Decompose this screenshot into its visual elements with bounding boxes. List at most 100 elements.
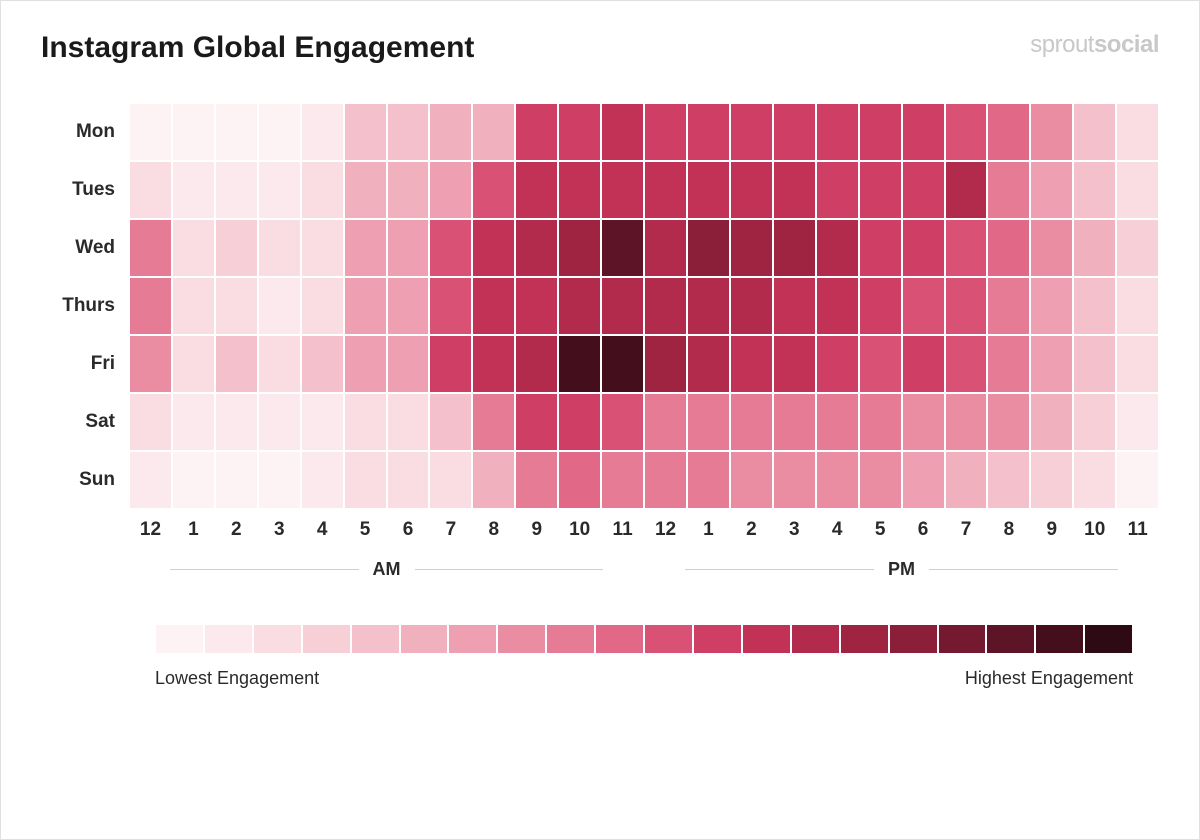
heatmap-cell bbox=[601, 451, 644, 509]
heatmap-cell bbox=[859, 219, 902, 277]
heatmap-cell bbox=[1030, 219, 1073, 277]
y-axis-label: Fri bbox=[41, 335, 129, 393]
heatmap-cell bbox=[344, 451, 387, 509]
x-axis-label: 11 bbox=[1116, 519, 1159, 541]
heatmap-cell bbox=[129, 161, 172, 219]
x-axis-label: 11 bbox=[601, 519, 644, 541]
x-axis-label: 8 bbox=[472, 519, 515, 541]
legend-step bbox=[742, 624, 791, 654]
heatmap-cell bbox=[515, 451, 558, 509]
heatmap-cell bbox=[215, 103, 258, 161]
heatmap-row bbox=[129, 103, 1159, 161]
y-axis-label: Sat bbox=[41, 393, 129, 451]
heatmap-cell bbox=[558, 335, 601, 393]
legend-step bbox=[840, 624, 889, 654]
heatmap-cell bbox=[601, 103, 644, 161]
x-axis-label: 2 bbox=[215, 519, 258, 541]
heatmap-cell bbox=[1073, 393, 1116, 451]
heatmap-cell bbox=[344, 103, 387, 161]
heatmap-cell bbox=[515, 161, 558, 219]
heatmap-cell bbox=[1030, 103, 1073, 161]
legend-step bbox=[155, 624, 204, 654]
heatmap-cell bbox=[172, 219, 215, 277]
x-axis-label: 3 bbox=[258, 519, 301, 541]
heatmap-cell bbox=[215, 161, 258, 219]
x-axis-label: 1 bbox=[687, 519, 730, 541]
heatmap-cell bbox=[472, 393, 515, 451]
x-axis-label: 12 bbox=[129, 519, 172, 541]
legend-high-label: Highest Engagement bbox=[965, 668, 1133, 689]
period-pm: PM bbox=[644, 553, 1159, 570]
heatmap-cell bbox=[387, 335, 430, 393]
heatmap-cell bbox=[987, 335, 1030, 393]
heatmap-cell bbox=[773, 335, 816, 393]
x-axis-label: 4 bbox=[816, 519, 859, 541]
heatmap-cell bbox=[902, 277, 945, 335]
legend-step bbox=[1084, 624, 1133, 654]
heatmap-cell bbox=[945, 103, 988, 161]
heatmap-cell bbox=[558, 219, 601, 277]
heatmap-cell bbox=[301, 393, 344, 451]
heatmap-cell bbox=[1030, 161, 1073, 219]
heatmap-cell bbox=[215, 451, 258, 509]
heatmap-cell bbox=[687, 277, 730, 335]
period-am-label: AM bbox=[359, 559, 415, 580]
heatmap-cell bbox=[258, 219, 301, 277]
heatmap-cell bbox=[687, 219, 730, 277]
heatmap-cell bbox=[1116, 161, 1159, 219]
heatmap-cell bbox=[129, 277, 172, 335]
heatmap-cell bbox=[1116, 393, 1159, 451]
y-axis-label: Tues bbox=[41, 161, 129, 219]
heatmap-cell bbox=[258, 277, 301, 335]
heatmap-cell bbox=[945, 219, 988, 277]
x-axis-label: 8 bbox=[987, 519, 1030, 541]
heatmap-cell bbox=[687, 451, 730, 509]
heatmap-cell bbox=[472, 335, 515, 393]
heatmap-cell bbox=[258, 393, 301, 451]
heatmap-cell bbox=[902, 103, 945, 161]
heatmap-cell bbox=[945, 393, 988, 451]
heatmap-cell bbox=[172, 103, 215, 161]
heatmap-cell bbox=[558, 103, 601, 161]
heatmap-cell bbox=[730, 103, 773, 161]
heatmap-cell bbox=[1116, 219, 1159, 277]
heatmap-cell bbox=[301, 335, 344, 393]
heatmap-cell bbox=[644, 277, 687, 335]
heatmap-cell bbox=[129, 451, 172, 509]
heatmap-cell bbox=[129, 335, 172, 393]
heatmap-cell bbox=[773, 393, 816, 451]
heatmap-cell bbox=[301, 103, 344, 161]
heatmap-cell bbox=[1030, 451, 1073, 509]
x-axis-label: 10 bbox=[1073, 519, 1116, 541]
chart-frame: Instagram Global Engagement sproutsocial… bbox=[0, 0, 1200, 840]
brand-logo: sproutsocial bbox=[1030, 31, 1159, 59]
legend-step bbox=[351, 624, 400, 654]
legend-step bbox=[497, 624, 546, 654]
heatmap-cell bbox=[987, 161, 1030, 219]
heatmap-cell bbox=[859, 451, 902, 509]
heatmap-cell bbox=[558, 393, 601, 451]
heatmap-cell bbox=[644, 103, 687, 161]
heatmap-cell bbox=[344, 277, 387, 335]
heatmap-row bbox=[129, 219, 1159, 277]
heatmap-cell bbox=[558, 277, 601, 335]
heatmap-cell bbox=[301, 451, 344, 509]
heatmap-cell bbox=[258, 451, 301, 509]
heatmap-cell bbox=[129, 103, 172, 161]
heatmap-cell bbox=[429, 103, 472, 161]
heatmap-cell bbox=[387, 451, 430, 509]
legend-step bbox=[1035, 624, 1084, 654]
heatmap-cell bbox=[301, 219, 344, 277]
heatmap-cell bbox=[1073, 335, 1116, 393]
heatmap-cell bbox=[172, 335, 215, 393]
heatmap-grid bbox=[129, 103, 1159, 509]
heatmap-cell bbox=[258, 335, 301, 393]
heatmap-cell bbox=[730, 451, 773, 509]
heatmap-cell bbox=[859, 277, 902, 335]
chart-title: Instagram Global Engagement bbox=[41, 31, 474, 65]
heatmap-cell bbox=[644, 219, 687, 277]
legend-step bbox=[546, 624, 595, 654]
heatmap-cell bbox=[601, 161, 644, 219]
heatmap-cell bbox=[429, 451, 472, 509]
heatmap-cell bbox=[987, 277, 1030, 335]
